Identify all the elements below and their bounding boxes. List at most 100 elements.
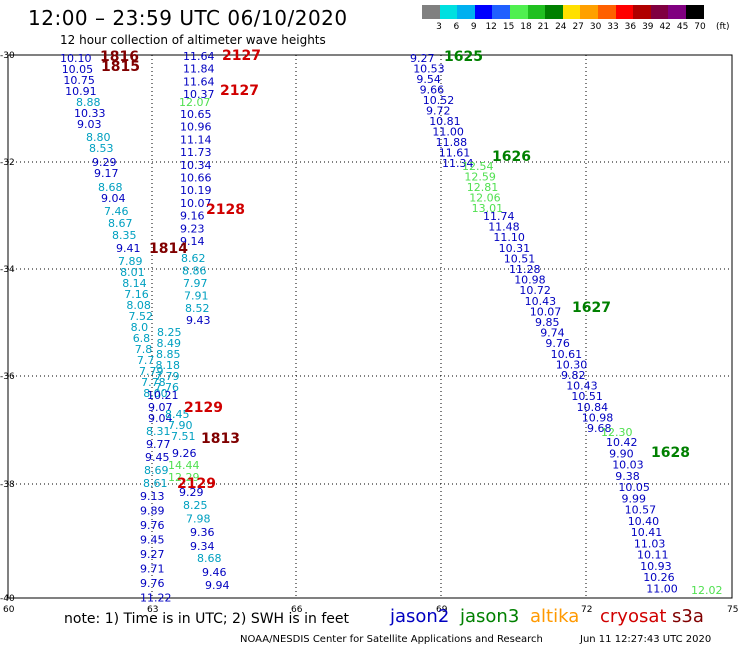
colorbar-swatch — [422, 5, 440, 19]
colorbar-tick-label: 18 — [520, 22, 532, 32]
swh-value: 10.41 — [631, 526, 663, 539]
swh-value: 9.14 — [180, 235, 205, 248]
colorbar-tick-label: 36 — [624, 22, 637, 32]
swh-value: 10.51 — [504, 252, 536, 265]
colorbar-swatch — [509, 5, 528, 19]
swh-value: 10.11 — [637, 549, 669, 562]
colorbar-tick-label: 6 — [453, 22, 460, 32]
swh-value: 10.26 — [643, 571, 675, 584]
swh-value: 10.10 — [60, 52, 92, 65]
swh-value: 7.51 — [171, 430, 196, 443]
pass-time-label: 1816 — [100, 49, 139, 65]
lat-label: -40 — [0, 594, 15, 604]
swh-value: 10.37 — [183, 88, 215, 101]
swh-value: 9.16 — [180, 210, 205, 223]
swh-value: 7.79 — [139, 365, 164, 378]
legend-cryosat: cryosat — [600, 606, 667, 627]
swh-value: 7.16 — [124, 288, 149, 301]
swh-value: 9.13 — [140, 490, 165, 503]
swh-value: 9.99 — [622, 492, 647, 505]
swh-value: 8.85 — [156, 348, 181, 361]
swh-value: 9.26 — [172, 447, 197, 460]
wave-height-colorbar — [422, 5, 704, 19]
swh-value: 10.57 — [625, 504, 657, 517]
swh-value: 9.29 — [179, 486, 204, 499]
swh-value: 10.34 — [180, 159, 212, 172]
swh-value: 7.98 — [186, 513, 211, 526]
swh-value: 9.07 — [148, 401, 173, 414]
swh-value: 8.25 — [157, 326, 182, 339]
swh-value: 10.91 — [65, 85, 97, 98]
swh-value: 10.42 — [606, 436, 638, 449]
swh-value: 7.90 — [168, 419, 193, 432]
swh-value: 10.07 — [530, 305, 562, 318]
swh-value: 12.30 — [601, 426, 633, 439]
swh-value: 9.89 — [140, 505, 165, 518]
swh-value: 8.61 — [143, 477, 168, 490]
swh-value: 10.33 — [74, 107, 106, 120]
swh-value: 12.59 — [464, 171, 496, 184]
legend-jason3: jason3 — [460, 606, 520, 627]
colorbar-swatch — [474, 5, 493, 19]
swh-value: 9.74 — [540, 327, 565, 340]
pass-time-label: 1627 — [572, 300, 611, 316]
colorbar-tick-label: 33 — [607, 22, 619, 32]
swh-value: 10.81 — [429, 115, 461, 128]
swh-value: 12.29 — [168, 471, 200, 484]
swh-value: 8.14 — [122, 277, 147, 290]
swh-value: 9.68 — [587, 422, 612, 435]
swh-value: 9.82 — [561, 369, 586, 382]
swh-value: 9.90 — [609, 447, 634, 460]
swh-value: 10.05 — [618, 481, 650, 494]
swh-value: 10.19 — [180, 184, 212, 197]
swh-value: 6.8 — [133, 332, 151, 345]
colorbar-tick-label: 45 — [676, 22, 689, 32]
swh-value: 10.05 — [62, 63, 93, 76]
map-subtitle: 12 hour collection of altimeter wave hei… — [60, 33, 326, 47]
swh-value: 8.80 — [86, 131, 111, 144]
swh-value: 8.88 — [76, 96, 101, 109]
swh-value: 11.14 — [180, 133, 212, 146]
swh-value: 8.67 — [108, 217, 133, 230]
pass-time-label: 2127 — [220, 83, 259, 99]
swh-value: 11.61 — [439, 147, 471, 160]
pass-time-label: 1814 — [149, 241, 188, 257]
swh-value: 10.53 — [413, 63, 445, 76]
swh-value: 10.03 — [612, 459, 644, 472]
colorbar-tick-label: 39 — [642, 22, 654, 32]
colorbar-tick-label: 9 — [470, 22, 477, 32]
swh-value: 11.10 — [493, 231, 525, 244]
swh-value: 9.76 — [140, 577, 165, 590]
swh-value: 9.38 — [615, 470, 640, 483]
colorbar-swatch — [527, 5, 546, 19]
swh-value: 10.21 — [147, 389, 179, 402]
swh-value: 7.79 — [155, 370, 180, 383]
pass-time-label: 1815 — [101, 59, 140, 75]
swh-value: 8.08 — [126, 299, 150, 312]
swh-value: 12.02 — [691, 584, 723, 597]
legend-altika: altika — [530, 606, 580, 627]
pass-time-label: 1628 — [651, 445, 690, 461]
swh-value: 10.75 — [63, 74, 95, 87]
swh-value: 9.17 — [94, 167, 119, 180]
swh-value: 10.51 — [571, 390, 603, 403]
colorbar-swatch — [597, 5, 616, 19]
swh-value: 9.36 — [190, 526, 215, 539]
swh-value: 11.22 — [140, 592, 172, 605]
swh-value: 11.64 — [183, 50, 215, 63]
pass-time-label: 2127 — [222, 48, 261, 64]
swh-value: 11.00 — [646, 582, 678, 595]
swh-value: 8.68 — [197, 552, 222, 565]
swh-value: 12.54 — [462, 160, 494, 173]
swh-value: 8.00 — [143, 387, 168, 400]
swh-value: 9.43 — [186, 314, 211, 327]
pass-time-label: 1813 — [201, 431, 240, 447]
swh-value: 14.44 — [168, 459, 200, 472]
swh-value: 9.66 — [420, 84, 445, 97]
swh-value: 9.34 — [190, 540, 215, 553]
colorbar-swatch — [492, 5, 510, 19]
colorbar-tick-label: 70 — [694, 22, 706, 32]
swh-value: 10.96 — [180, 121, 212, 134]
map-title: 12:00 – 23:59 UTC 06/10/2020 — [28, 6, 348, 30]
pass-time-label: 1626 — [492, 149, 531, 165]
